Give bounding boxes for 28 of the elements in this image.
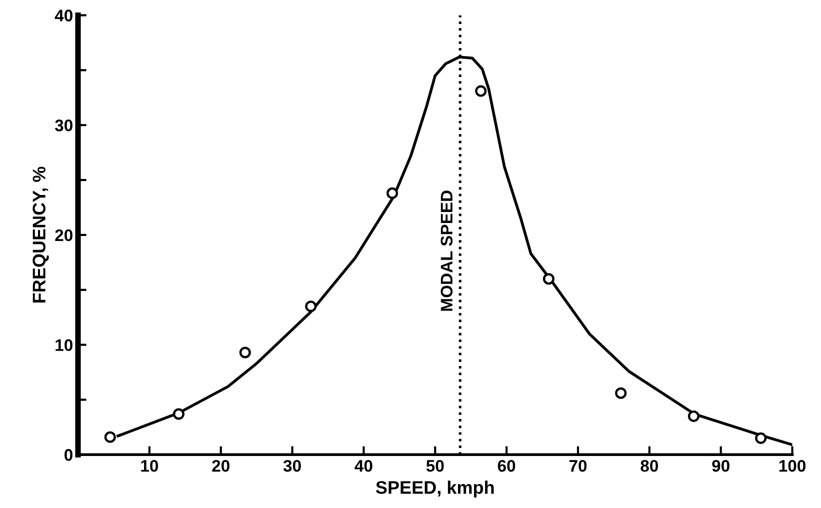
y-tick-label: 40 [54,10,72,22]
x-tick-label: 20 [212,460,230,472]
point [615,387,627,399]
point [755,432,767,444]
x-tick-label: 70 [569,460,587,472]
y-tick-label: 0 [64,449,72,461]
point [104,431,116,443]
point [172,408,184,420]
ref-line-label: MODAL SPEED [440,190,453,311]
point [475,85,487,97]
y-tick-label: 10 [56,339,72,352]
x-tick-label: 60 [498,460,516,472]
x-tick-label: 80 [640,460,658,472]
y-axis-title: FREQUENCY, % [32,166,49,302]
x-tick-label: 90 [712,460,730,472]
point [386,187,398,199]
x-tick-label: 50 [426,460,444,472]
point [542,273,554,285]
x-tick-label: 100 [779,460,806,472]
y-tick-label: 30 [54,119,72,132]
y-tick-label: 20 [55,229,72,242]
x-axis-title: SPEED, kmph [376,480,494,498]
point [239,346,251,358]
x-tick-label: 30 [283,460,301,472]
x-tick-label: 40 [354,460,372,472]
point [688,410,700,422]
point [305,300,317,312]
x-tick-label: 10 [141,460,158,472]
